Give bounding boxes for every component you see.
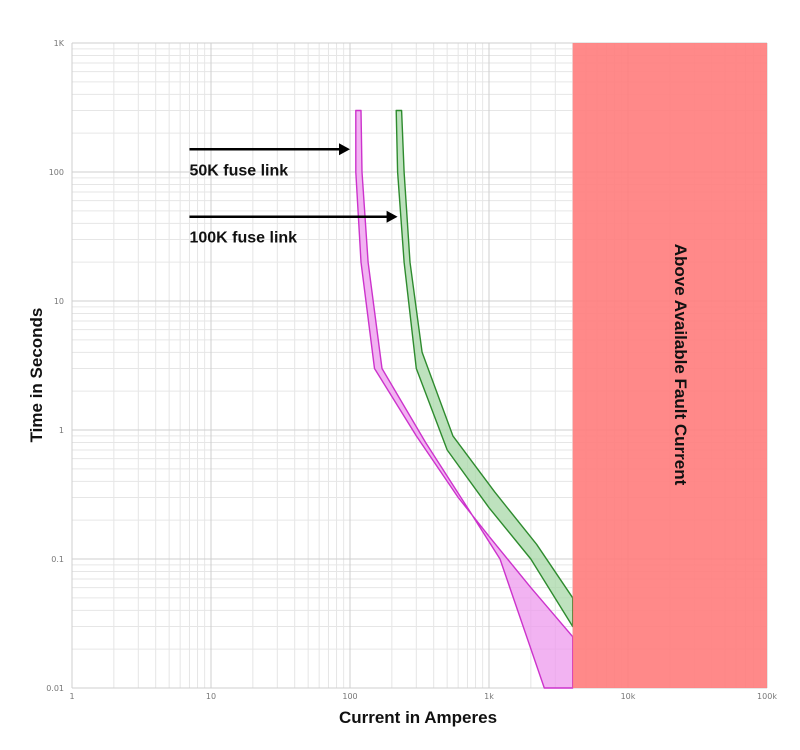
fault-region-label: Above Available Fault Current — [671, 244, 690, 486]
x-tick-label: 1 — [69, 692, 74, 701]
y-tick-label: 0.1 — [51, 555, 64, 564]
y-tick-label: 10 — [54, 297, 64, 306]
y-tick-label: 0.01 — [46, 684, 64, 693]
x-tick-label: 1k — [484, 692, 494, 701]
x-tick-label: 100k — [757, 692, 777, 701]
fuse-band-50k — [355, 109, 574, 689]
y-tick-label: 100 — [49, 168, 64, 177]
y-axis-title: Time in Seconds — [27, 308, 46, 443]
x-tick-label: 10 — [206, 692, 216, 701]
annotations: 50K fuse link 100K fuse link — [189, 143, 398, 247]
y-axis-ticks: 0.01 0.1 1 10 100 1K — [46, 39, 65, 693]
fault-region: Above Available Fault Current — [572, 43, 767, 688]
fuse-curves — [355, 109, 574, 689]
fault-current-region — [572, 43, 767, 688]
x-axis-title: Current in Amperes — [339, 708, 497, 727]
annotation-label-50k: 50K fuse link — [189, 162, 288, 179]
x-tick-label: 10k — [621, 692, 636, 701]
arrow-head-100k — [386, 210, 398, 223]
arrow-head-50k — [339, 143, 350, 156]
y-tick-label: 1K — [54, 39, 65, 48]
annotation-label-100k: 100K fuse link — [189, 230, 297, 247]
y-tick-label: 1 — [59, 426, 64, 435]
x-axis-ticks: 1 10 100 1k 10k 100k — [69, 692, 777, 701]
x-tick-label: 100 — [342, 692, 357, 701]
